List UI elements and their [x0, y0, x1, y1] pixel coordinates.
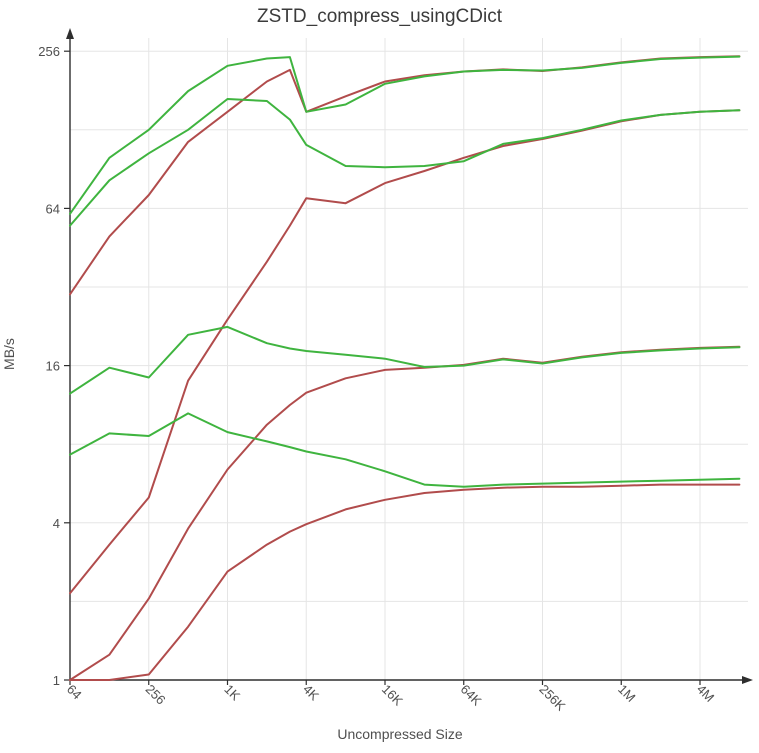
x-axis-label: Uncompressed Size	[337, 726, 463, 742]
series-pair3-green	[69, 325, 741, 395]
series-pair1-red	[69, 55, 741, 296]
x-tick-label: 16K	[379, 682, 406, 709]
x-tick-label: 1M	[615, 682, 638, 705]
x-tick-label: 1K	[221, 682, 243, 704]
x-tick-label: 64K	[458, 682, 485, 709]
series-pair4-red	[69, 483, 741, 681]
series-pair1-green	[69, 55, 741, 215]
x-tick-label: 64	[64, 682, 85, 703]
y-tick-label: 1	[53, 673, 60, 688]
y-tick-label: 4	[53, 516, 60, 531]
x-tick-label: 256K	[536, 682, 568, 714]
x-axis-arrow-icon	[742, 676, 753, 684]
y-tick-label: 256	[38, 44, 60, 59]
chart-title: ZSTD_compress_usingCDict	[257, 6, 502, 27]
y-axis-arrow-icon	[66, 28, 74, 39]
series-pair3-red	[69, 345, 741, 681]
x-tick-label: 4K	[300, 682, 322, 704]
series-pair4-green	[69, 412, 741, 488]
x-tick-label: 256	[143, 682, 169, 708]
y-tick-label: 64	[46, 201, 60, 216]
x-tick-label: 4M	[694, 682, 717, 705]
y-tick-label: 16	[46, 359, 60, 374]
series-pair2-green	[69, 98, 741, 227]
